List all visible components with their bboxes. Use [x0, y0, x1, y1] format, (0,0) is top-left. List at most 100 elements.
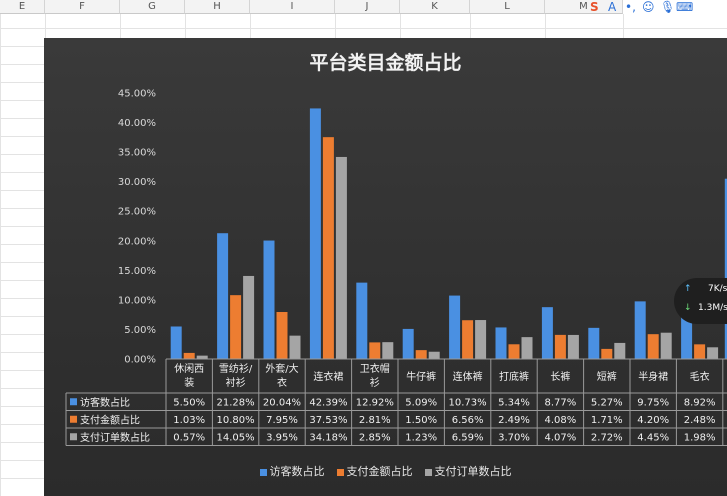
bar-2-1 — [183, 352, 195, 359]
y-tick-label: 0.00% — [124, 355, 156, 366]
bar-2-11 — [647, 334, 659, 359]
category-label: 打底裤 — [499, 370, 529, 383]
category-label: 短裤 — [597, 370, 617, 383]
bar-1-6 — [402, 328, 414, 359]
data-label: 12.92% — [356, 397, 394, 408]
data-label: 9.75% — [637, 397, 669, 408]
column-line — [0, 14, 1, 496]
data-label: 21.28% — [217, 397, 255, 408]
category-label: 毛衣 — [690, 370, 710, 383]
column-header-l[interactable]: L — [470, 0, 545, 14]
category-label: 长裤 — [550, 370, 570, 383]
data-label: 3.95% — [266, 432, 298, 443]
bar-partial — [724, 178, 727, 359]
bar-3-10 — [614, 342, 626, 359]
series-name-1: 访客数占比 — [80, 396, 130, 409]
row-line — [0, 28, 727, 29]
bar-3-6 — [428, 351, 440, 359]
data-label: 2.72% — [591, 432, 623, 443]
category-label: 衣 — [277, 376, 287, 389]
column-header-f[interactable]: F — [45, 0, 120, 14]
bar-2-2 — [230, 295, 242, 359]
bar-3-5 — [382, 342, 394, 359]
bar-3-7 — [475, 320, 487, 359]
column-header-k[interactable]: K — [400, 0, 470, 14]
series-swatch-1 — [70, 398, 77, 406]
keyboard-icon[interactable]: ⌨ — [676, 0, 694, 14]
column-header-i[interactable]: I — [250, 0, 335, 14]
series-name-3: 支付订单数占比 — [80, 431, 150, 444]
column-header-e[interactable]: E — [0, 0, 45, 14]
data-label: 37.53% — [309, 415, 347, 426]
category-label: 卫衣帽 — [360, 362, 390, 375]
data-label: 14.05% — [217, 432, 255, 443]
legend-swatch — [259, 468, 267, 476]
legend-label: 访客数占比 — [269, 465, 325, 478]
y-tick-label: 25.00% — [118, 207, 156, 218]
data-label: 10.80% — [217, 415, 255, 426]
column-header-j[interactable]: J — [335, 0, 400, 14]
bar-3-1 — [196, 355, 208, 359]
bar-1-7 — [449, 295, 461, 359]
legend-label: 支付订单数占比 — [434, 465, 512, 478]
category-label: 装 — [184, 376, 194, 389]
data-label: 5.09% — [405, 397, 437, 408]
bar-2-7 — [462, 320, 474, 359]
column-header-g[interactable]: G — [120, 0, 185, 14]
data-label: 3.70% — [498, 432, 530, 443]
bar-1-5 — [356, 282, 368, 359]
data-label: 6.59% — [452, 432, 484, 443]
category-label: 连衣裙 — [313, 370, 343, 383]
emoji-icon[interactable]: ☺ — [642, 0, 655, 14]
data-label: 2.49% — [498, 415, 530, 426]
legend-swatch — [336, 468, 344, 476]
chart-svg: 0.00% 5.00% 10.00% 15.00% 20.00% 25.00% 30.00%… — [65, 89, 727, 446]
y-tick-label: 35.00% — [118, 148, 156, 159]
bar-3-2 — [243, 275, 255, 359]
bar-1-12 — [681, 306, 693, 359]
series-swatch-2 — [70, 415, 77, 423]
data-label: 4.07% — [545, 432, 577, 443]
y-tick-label: 45.00% — [118, 89, 156, 100]
punctuation-icon[interactable]: •, — [625, 0, 636, 14]
chart-area[interactable]: 平台类目金额占比 0.00% 5.00% 10.00% 15.00% 20.00% 25.… — [44, 38, 727, 496]
bar-3-9 — [567, 334, 579, 359]
data-label: 2.48% — [684, 415, 716, 426]
column-header-m[interactable]: M — [545, 0, 623, 14]
category-label: 牛仔裤 — [406, 370, 436, 383]
data-label: 8.77% — [545, 397, 577, 408]
data-label: 4.45% — [637, 432, 669, 443]
data-label: 1.23% — [405, 432, 437, 443]
data-label: 1.71% — [591, 415, 623, 426]
data-label: 5.50% — [173, 397, 205, 408]
y-tick-label: 20.00% — [118, 236, 156, 247]
bar-2-4 — [322, 137, 334, 359]
data-label: 4.20% — [637, 415, 669, 426]
mic-icon[interactable]: 🎙 — [660, 0, 676, 14]
bar-2-12 — [694, 344, 706, 359]
data-label: 5.27% — [591, 397, 623, 408]
network-speed-overlay[interactable]: ↑ 7K/s ↓ 1.3M/s — [674, 278, 727, 324]
font-a-icon[interactable]: A — [608, 0, 617, 14]
y-tick-label: 40.00% — [118, 118, 156, 129]
y-tick-label: 15.00% — [118, 266, 156, 277]
bar-3-12 — [707, 347, 719, 359]
bar-2-8 — [508, 344, 520, 359]
sogou-s-icon[interactable]: S — [590, 0, 599, 14]
legend-item-3: 支付订单数占比 — [424, 463, 512, 479]
data-label: 1.50% — [405, 415, 437, 426]
series-swatch-3 — [70, 433, 77, 441]
bar-1-4 — [309, 108, 321, 359]
data-label: 4.08% — [545, 415, 577, 426]
y-tick-label: 30.00% — [118, 177, 156, 188]
bar-1-9 — [541, 307, 553, 359]
upload-arrow-icon: ↑ — [684, 284, 692, 294]
upload-speed: 7K/s — [708, 284, 727, 294]
data-label: 7.95% — [266, 415, 298, 426]
data-label: 5.34% — [498, 397, 530, 408]
category-label: 衫 — [370, 377, 380, 389]
bar-1-3 — [263, 240, 275, 359]
bar-2-10 — [601, 348, 613, 359]
data-label: 1.98% — [684, 432, 716, 443]
column-header-h[interactable]: H — [185, 0, 250, 14]
